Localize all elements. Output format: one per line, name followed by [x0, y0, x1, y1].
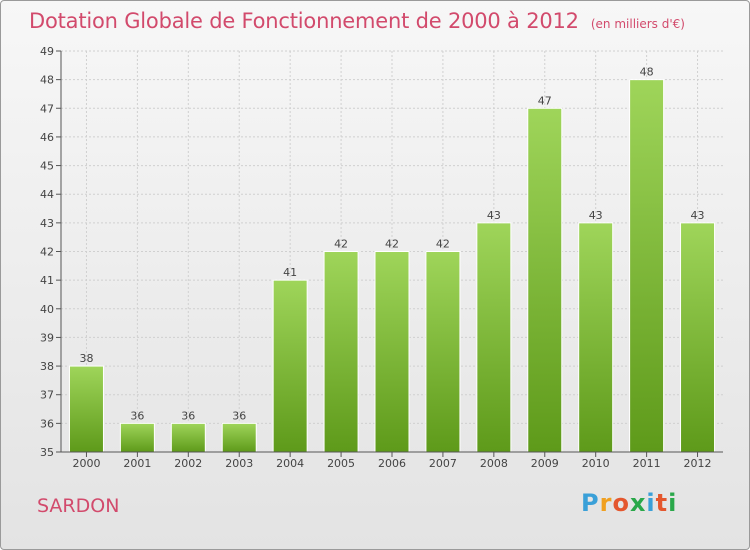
y-tick-label: 38: [40, 360, 54, 373]
data-label: 47: [538, 94, 552, 107]
data-label: 48: [640, 66, 654, 79]
y-tick-label: 42: [40, 246, 54, 259]
data-label: 36: [232, 409, 246, 422]
data-labels: 38 36 36 36 41 42 42 42 43 47 43 48 43: [79, 66, 704, 423]
x-tick-label: 2002: [174, 457, 202, 470]
x-tick-label: 2004: [276, 457, 304, 470]
data-label: 43: [487, 209, 501, 222]
data-label: 43: [691, 209, 705, 222]
data-label: 43: [589, 209, 603, 222]
chart-unit: (en milliers d'€): [590, 17, 685, 31]
bar-2009: [527, 107, 563, 453]
data-label: 38: [79, 352, 93, 365]
bar-2006: [374, 251, 410, 453]
y-tick-label: 39: [40, 331, 54, 344]
x-tick-label: 2003: [225, 457, 253, 470]
bar-2004: [272, 279, 308, 453]
logo-letter: r: [599, 489, 613, 517]
data-label: 41: [283, 266, 297, 279]
x-tick-label: 2007: [429, 457, 457, 470]
x-tick-label: 2006: [378, 457, 406, 470]
y-tick-label: 36: [40, 417, 54, 430]
bars: [68, 79, 716, 453]
x-tick-label: 2011: [633, 457, 661, 470]
data-label: 42: [385, 238, 399, 251]
logo-letter: i: [668, 489, 678, 517]
bar-2002: [170, 422, 206, 453]
logo-letter: t: [655, 489, 669, 517]
y-tick-label: 40: [40, 303, 54, 316]
bar-2010: [578, 222, 614, 453]
y-tick-label: 45: [40, 160, 54, 173]
data-label: 36: [181, 409, 195, 422]
commune-name: SARDON: [37, 495, 120, 517]
chart-title: Dotation Globale de Fonctionnement de 20…: [29, 9, 579, 33]
logo-letter: o: [612, 489, 630, 517]
y-tick-label: 44: [40, 188, 54, 201]
bar-2008: [476, 222, 512, 453]
bar-2005: [323, 251, 359, 453]
x-tick-label: 2012: [684, 457, 712, 470]
x-tick-label: 2001: [123, 457, 151, 470]
y-tick-label: 46: [40, 131, 54, 144]
bar-2012: [680, 222, 716, 453]
bar-2003: [221, 422, 257, 453]
proxiti-logo: Proxiti: [581, 489, 677, 517]
bar-2000: [68, 365, 104, 453]
y-tick-label: 35: [40, 446, 54, 459]
x-tick-label: 2008: [480, 457, 508, 470]
y-tick-label: 43: [40, 217, 54, 230]
x-tick-label: 2000: [72, 457, 100, 470]
y-tick-label: 47: [40, 102, 54, 115]
bar-2007: [425, 251, 461, 453]
logo-letter: P: [581, 489, 600, 517]
x-tick-label: 2005: [327, 457, 355, 470]
y-tick-label: 48: [40, 74, 54, 87]
x-tick-label: 2009: [531, 457, 559, 470]
chart-title-block: Dotation Globale de Fonctionnement de 20…: [29, 9, 685, 33]
bar-2001: [119, 422, 155, 453]
logo-letter: i: [646, 489, 656, 517]
logo-letter: x: [629, 489, 647, 517]
y-tick-label: 37: [40, 389, 54, 402]
axes: 35 36 37 38 39 40 41 42 43 44 45 46 47 48 49 2000 2001 20…: [40, 45, 723, 470]
y-tick-label: 49: [40, 45, 54, 58]
x-tick-label: 2010: [582, 457, 610, 470]
bar-2011: [629, 79, 665, 453]
data-label: 36: [130, 409, 144, 422]
data-label: 42: [334, 238, 348, 251]
data-label: 42: [436, 238, 450, 251]
y-tick-label: 41: [40, 274, 54, 287]
